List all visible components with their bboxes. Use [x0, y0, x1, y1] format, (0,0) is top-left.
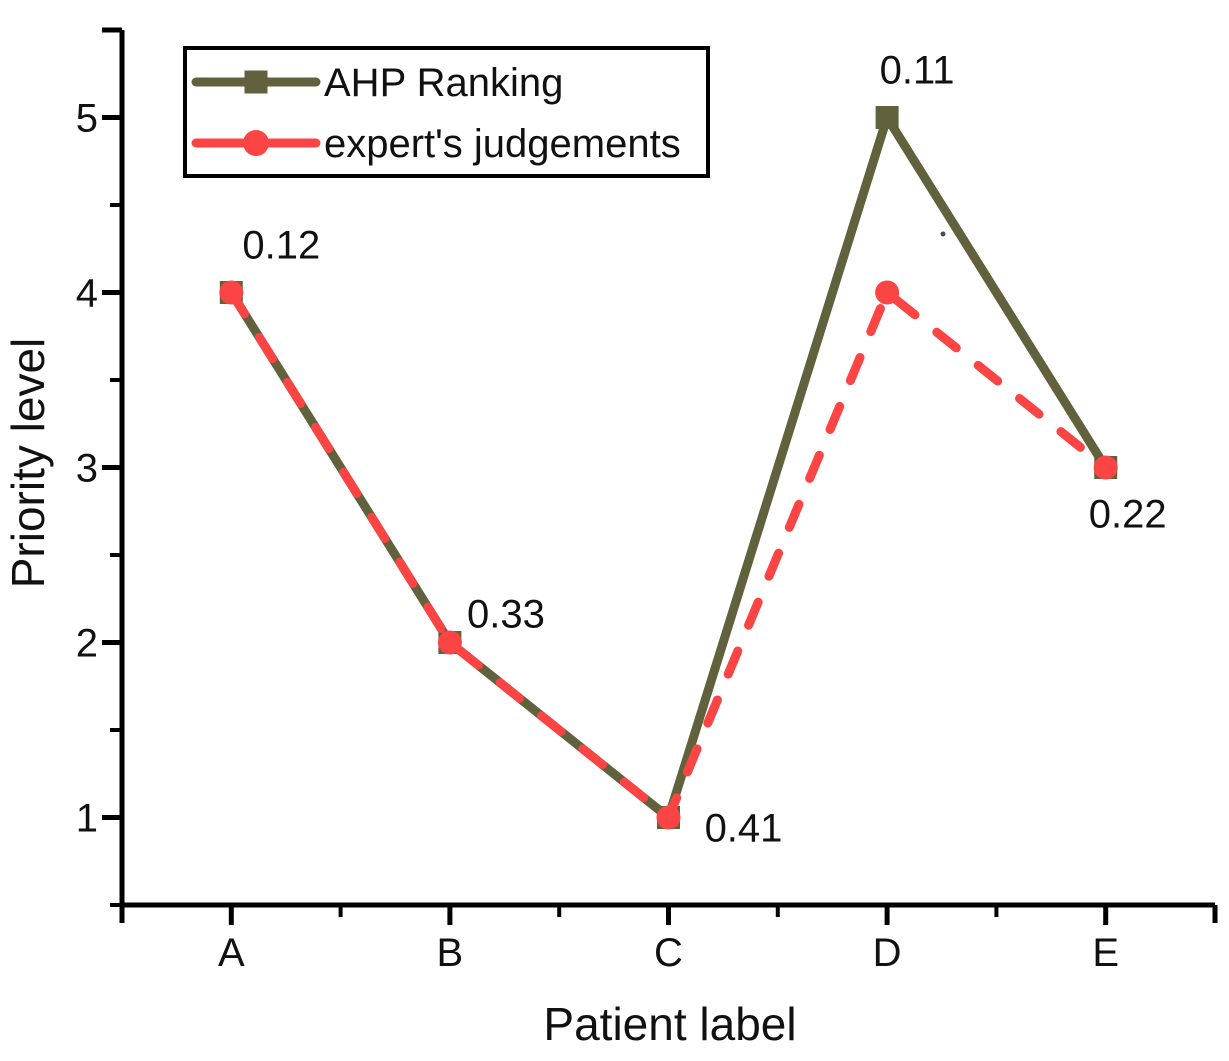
marker-circle-A	[219, 280, 244, 305]
point-label: 0.41	[705, 807, 783, 851]
legend-sample-square-marker	[244, 70, 268, 94]
marker-circle-D	[875, 280, 900, 305]
point-label: 0.11	[880, 49, 955, 93]
marker-circle-C	[656, 805, 681, 830]
y-tick-label: 2	[76, 622, 98, 666]
y-tick-label: 5	[76, 97, 98, 141]
y-tick-label: 4	[76, 272, 98, 316]
x-tick-label: D	[873, 931, 902, 975]
legend: AHP Ranking expert's judgements	[183, 46, 710, 178]
x-axis-title: Patient label	[543, 998, 796, 1050]
marker-square-D	[875, 106, 899, 129]
series-line-square	[226, 113, 1111, 822]
y-tick-label: 1	[76, 797, 98, 841]
series-line-circle	[226, 288, 1111, 822]
legend-sample-circle-marker	[243, 130, 269, 156]
legend-label-ahp-ranking: AHP Ranking	[324, 61, 563, 105]
x-tick-label: B	[437, 931, 464, 975]
marker-circle-E	[1093, 455, 1118, 480]
x-tick-label: A	[218, 931, 245, 975]
y-axis-title: Priority level	[2, 338, 54, 589]
x-tick-label: E	[1092, 931, 1119, 975]
y-tick-label: 3	[76, 447, 98, 491]
legend-samples	[191, 70, 321, 156]
plot-area: 1 2 3 4 5 A B C D E 0.12 0.33 0.41 0.11 0.22	[76, 27, 1218, 975]
legend-box	[183, 46, 710, 178]
point-label: 0.12	[242, 224, 320, 268]
x-tick-label: C	[654, 931, 683, 975]
legend-label-experts-judgements: expert's judgements	[324, 122, 681, 166]
stray-dot-artifact	[940, 231, 946, 237]
point-label: 0.33	[467, 593, 545, 637]
marker-circle-B	[437, 630, 462, 655]
point-label: 0.22	[1089, 493, 1167, 537]
